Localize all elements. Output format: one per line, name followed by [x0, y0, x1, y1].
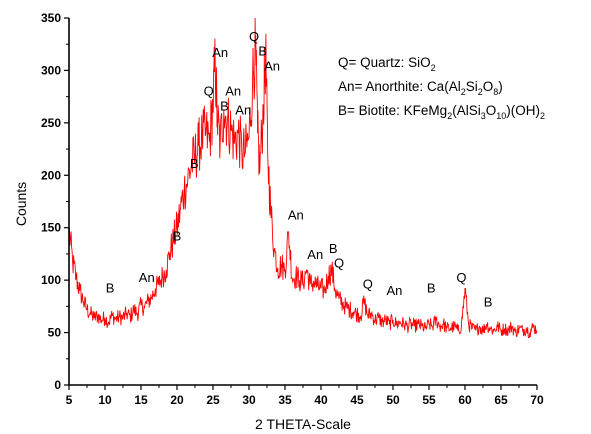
- y-tick-label: 100: [41, 273, 61, 287]
- y-tick-label: 0: [54, 378, 61, 392]
- x-tick-label: 70: [530, 393, 544, 407]
- legend: Q= Quartz: SiO2 An= Anorthite: Ca(Al2Si2O…: [338, 55, 545, 121]
- peak-label: An: [307, 247, 323, 262]
- peak-label: Q: [204, 84, 214, 99]
- peak-label: Q: [456, 270, 466, 285]
- x-tick-label: 25: [206, 393, 220, 407]
- legend-entry-biotite: B= Biotite: KFeMg2(AlSi3O10)(OH)2: [338, 103, 545, 121]
- peak-label: B: [220, 98, 229, 113]
- y-axis-title: Counts: [13, 182, 29, 226]
- x-tick-label: 30: [242, 393, 256, 407]
- y-tick-label: 200: [41, 168, 61, 182]
- series-layer: [68, 17, 538, 339]
- x-tick-label: 20: [170, 393, 184, 407]
- y-tick-label: 300: [41, 63, 61, 77]
- x-tick-label: 60: [458, 393, 472, 407]
- x-tick-label: 10: [98, 393, 112, 407]
- peak-label: An: [139, 270, 155, 285]
- peak-label: B: [484, 294, 493, 309]
- y-tick-label: 350: [41, 11, 61, 25]
- peak-label: B: [258, 44, 267, 59]
- series-line: [68, 17, 538, 339]
- peak-label: B: [106, 281, 115, 296]
- peak-label: Q: [249, 29, 259, 44]
- peak-label: B: [173, 228, 182, 243]
- legend-entry-anorthite: An= Anorthite: Ca(Al2Si2O8): [338, 79, 503, 97]
- x-tick-label: 40: [314, 393, 328, 407]
- x-tick-label: 65: [494, 393, 508, 407]
- x-tick-label: 50: [386, 393, 400, 407]
- peak-label: Q: [334, 256, 344, 271]
- peak-label: An: [386, 283, 402, 298]
- x-axis-title: 2 THETA-Scale: [255, 416, 351, 432]
- y-tick-label: 250: [41, 116, 61, 130]
- x-tick-label: 45: [350, 393, 364, 407]
- x-tick-label: 35: [278, 393, 292, 407]
- peak-label: An: [235, 102, 251, 117]
- peak-label: B: [329, 241, 338, 256]
- peak-label: Q: [363, 277, 373, 292]
- legend-entry-quartz: Q= Quartz: SiO2: [338, 55, 436, 73]
- x-tick-label: 5: [66, 393, 73, 407]
- x-tick-label: 15: [134, 393, 148, 407]
- peak-label: An: [288, 207, 304, 222]
- peak-label: B: [427, 281, 436, 296]
- y-tick-label: 150: [41, 221, 61, 235]
- y-tick-label: 50: [48, 326, 62, 340]
- peak-label: An: [264, 58, 280, 73]
- peak-label: B: [190, 156, 199, 171]
- x-tick-label: 55: [422, 393, 436, 407]
- axes-layer: 5 10 15 20 25 30 35 40 45 50 55 60 65 70 0 50 100 150 200 2…: [41, 11, 544, 407]
- peak-label: An: [212, 45, 228, 60]
- peak-label: An: [225, 84, 241, 99]
